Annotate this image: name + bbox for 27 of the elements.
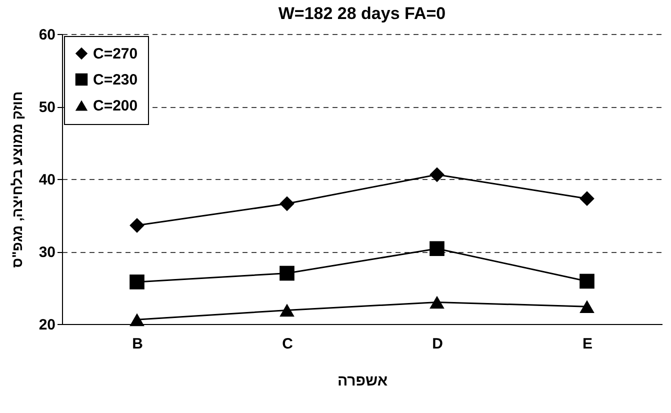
y-tick-label: 40	[38, 172, 56, 188]
point	[280, 266, 294, 281]
legend-label: C=270	[93, 46, 138, 62]
x-axis-title: אשפרה	[337, 372, 388, 390]
point	[280, 196, 294, 212]
x-tick-label: E	[582, 336, 593, 352]
y-tick-label: 30	[38, 244, 56, 261]
legend-label: C=230	[93, 72, 138, 88]
point	[430, 296, 444, 309]
y-axis-title: חוזק ממוצע בלחיצה, מגפ"ס	[8, 91, 25, 268]
x-tick-label: B	[132, 336, 144, 352]
y-tick-label: 20	[38, 316, 56, 334]
y-tick-label: 50	[38, 99, 56, 116]
legend-label: C=200	[93, 98, 138, 114]
point	[580, 274, 594, 289]
point	[130, 218, 144, 233]
point	[280, 304, 294, 317]
chart-title: W=182 28 days FA=0	[278, 4, 446, 23]
point	[430, 241, 444, 256]
x-tick-label: C	[282, 336, 294, 352]
point	[580, 300, 594, 314]
point	[580, 191, 594, 206]
point	[130, 274, 144, 290]
x-tick-label: D	[432, 336, 444, 352]
point	[130, 313, 144, 326]
y-tick-label: 60	[38, 26, 56, 44]
point	[430, 167, 444, 182]
